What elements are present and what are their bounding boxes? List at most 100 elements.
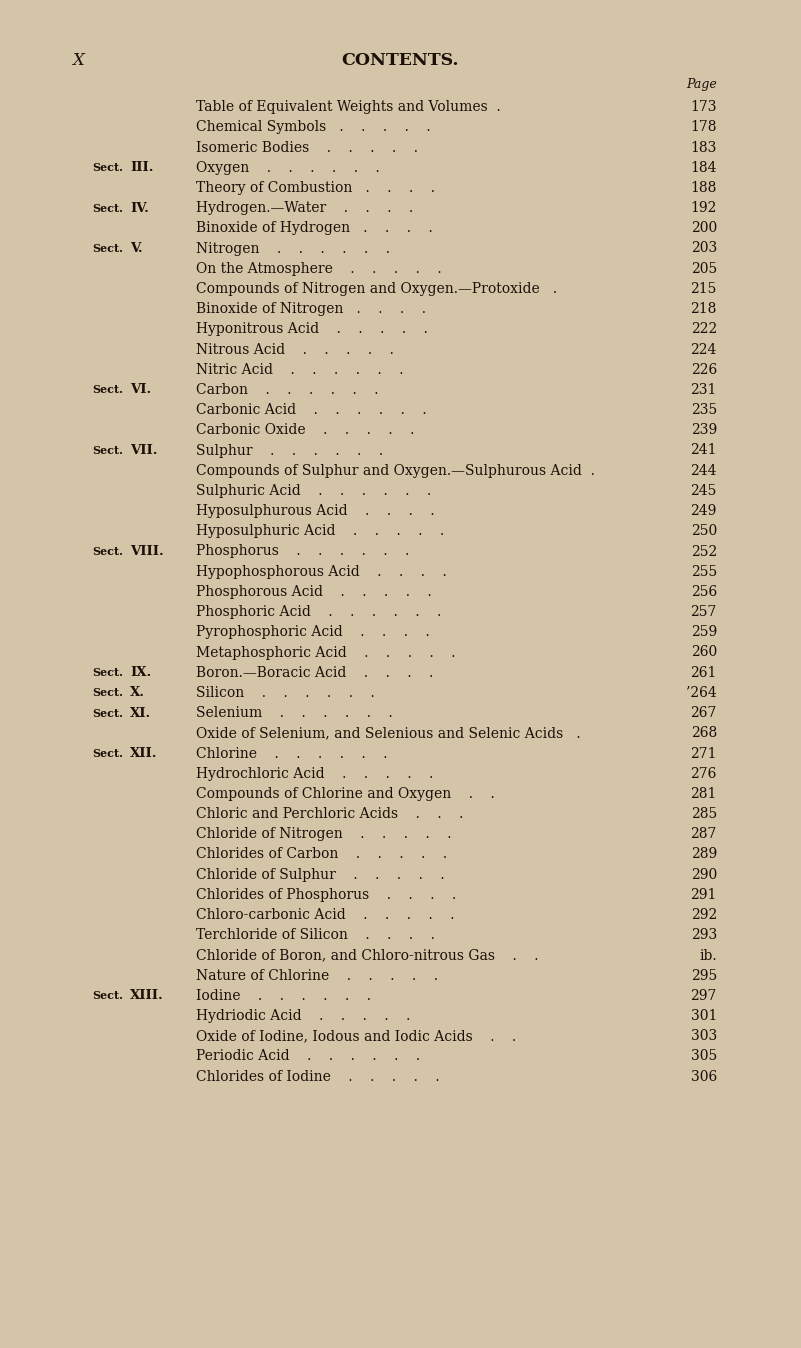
Text: Hydrogen.—Water    .    .    .    .: Hydrogen.—Water . . . . <box>196 201 413 216</box>
Text: Compounds of Chlorine and Oxygen    .    .: Compounds of Chlorine and Oxygen . . <box>196 787 495 801</box>
Text: Hydrochloric Acid    .    .    .    .    .: Hydrochloric Acid . . . . . <box>196 767 433 780</box>
Text: Nitric Acid    .    .    .    .    .    .: Nitric Acid . . . . . . <box>196 363 404 376</box>
Text: Sulphur    .    .    .    .    .    .: Sulphur . . . . . . <box>196 443 384 457</box>
Text: 290: 290 <box>690 868 717 882</box>
Text: X.: X. <box>130 686 145 700</box>
Text: 259: 259 <box>690 625 717 639</box>
Text: Oxygen    .    .    .    .    .    .: Oxygen . . . . . . <box>196 160 380 175</box>
Text: 293: 293 <box>690 929 717 942</box>
Text: 271: 271 <box>690 747 717 760</box>
Text: Pyrophosphoric Acid    .    .    .    .: Pyrophosphoric Acid . . . . <box>196 625 430 639</box>
Text: 188: 188 <box>690 181 717 195</box>
Text: 301: 301 <box>690 1010 717 1023</box>
Text: Terchloride of Silicon    .    .    .    .: Terchloride of Silicon . . . . <box>196 929 435 942</box>
Text: Theory of Combustion   .    .    .    .: Theory of Combustion . . . . <box>196 181 435 195</box>
Text: Hyponitrous Acid    .    .    .    .    .: Hyponitrous Acid . . . . . <box>196 322 428 336</box>
Text: Sect.: Sect. <box>92 202 123 213</box>
Text: IV.: IV. <box>130 202 149 214</box>
Text: 239: 239 <box>690 423 717 437</box>
Text: 281: 281 <box>690 787 717 801</box>
Text: 184: 184 <box>690 160 717 175</box>
Text: Chlorine    .    .    .    .    .    .: Chlorine . . . . . . <box>196 747 388 760</box>
Text: 267: 267 <box>690 706 717 720</box>
Text: Chloride of Sulphur    .    .    .    .    .: Chloride of Sulphur . . . . . <box>196 868 445 882</box>
Text: V.: V. <box>130 243 143 255</box>
Text: XI.: XI. <box>130 706 151 720</box>
Text: Hypophosphorous Acid    .    .    .    .: Hypophosphorous Acid . . . . <box>196 565 447 578</box>
Text: Metaphosphoric Acid    .    .    .    .    .: Metaphosphoric Acid . . . . . <box>196 646 456 659</box>
Text: 257: 257 <box>690 605 717 619</box>
Text: 306: 306 <box>690 1070 717 1084</box>
Text: Sect.: Sect. <box>92 708 123 718</box>
Text: Sect.: Sect. <box>92 445 123 456</box>
Text: 245: 245 <box>690 484 717 497</box>
Text: Chlorides of Phosphorus    .    .    .    .: Chlorides of Phosphorus . . . . <box>196 888 457 902</box>
Text: Page: Page <box>686 78 717 92</box>
Text: Phosphorous Acid    .    .    .    .    .: Phosphorous Acid . . . . . <box>196 585 432 599</box>
Text: 260: 260 <box>690 646 717 659</box>
Text: Phosphoric Acid    .    .    .    .    .    .: Phosphoric Acid . . . . . . <box>196 605 441 619</box>
Text: Table of Equivalent Weights and Volumes  .: Table of Equivalent Weights and Volumes … <box>196 100 501 115</box>
Text: Carbonic Oxide    .    .    .    .    .: Carbonic Oxide . . . . . <box>196 423 415 437</box>
Text: X: X <box>72 53 84 69</box>
Text: Sect.: Sect. <box>92 991 123 1002</box>
Text: Sect.: Sect. <box>92 546 123 557</box>
Text: 235: 235 <box>690 403 717 417</box>
Text: 291: 291 <box>690 888 717 902</box>
Text: Oxide of Selenium, and Selenious and Selenic Acids   .: Oxide of Selenium, and Selenious and Sel… <box>196 727 581 740</box>
Text: Chemical Symbols   .    .    .    .    .: Chemical Symbols . . . . . <box>196 120 431 135</box>
Text: 203: 203 <box>690 241 717 256</box>
Text: 255: 255 <box>690 565 717 578</box>
Text: Nature of Chlorine    .    .    .    .    .: Nature of Chlorine . . . . . <box>196 969 438 983</box>
Text: Chloride of Nitrogen    .    .    .    .    .: Chloride of Nitrogen . . . . . <box>196 828 452 841</box>
Text: 222: 222 <box>690 322 717 336</box>
Text: VII.: VII. <box>130 443 158 457</box>
Text: Nitrous Acid    .    .    .    .    .: Nitrous Acid . . . . . <box>196 342 394 356</box>
Text: 178: 178 <box>690 120 717 135</box>
Text: Periodic Acid    .    .    .    .    .    .: Periodic Acid . . . . . . <box>196 1050 421 1064</box>
Text: Chloro-carbonic Acid    .    .    .    .    .: Chloro-carbonic Acid . . . . . <box>196 909 455 922</box>
Text: Sulphuric Acid    .    .    .    .    .    .: Sulphuric Acid . . . . . . <box>196 484 432 497</box>
Text: Phosphorus    .    .    .    .    .    .: Phosphorus . . . . . . <box>196 545 409 558</box>
Text: 205: 205 <box>690 262 717 276</box>
Text: Hyposulphurous Acid    .    .    .    .: Hyposulphurous Acid . . . . <box>196 504 435 518</box>
Text: Silicon    .    .    .    .    .    .: Silicon . . . . . . <box>196 686 375 700</box>
Text: 226: 226 <box>690 363 717 376</box>
Text: 183: 183 <box>690 140 717 155</box>
Text: 224: 224 <box>690 342 717 356</box>
Text: VIII.: VIII. <box>130 545 164 558</box>
Text: Chloride of Boron, and Chloro-nitrous Gas    .    .: Chloride of Boron, and Chloro-nitrous Ga… <box>196 949 539 962</box>
Text: Binoxide of Hydrogen   .    .    .    .: Binoxide of Hydrogen . . . . <box>196 221 433 236</box>
Text: IX.: IX. <box>130 666 151 679</box>
Text: Sect.: Sect. <box>92 162 123 173</box>
Text: Sect.: Sect. <box>92 748 123 759</box>
Text: 268: 268 <box>690 727 717 740</box>
Text: 261: 261 <box>690 666 717 679</box>
Text: 303: 303 <box>690 1030 717 1043</box>
Text: ib.: ib. <box>699 949 717 962</box>
Text: Hyposulphuric Acid    .    .    .    .    .: Hyposulphuric Acid . . . . . <box>196 524 445 538</box>
Text: 276: 276 <box>690 767 717 780</box>
Text: Carbonic Acid    .    .    .    .    .    .: Carbonic Acid . . . . . . <box>196 403 427 417</box>
Text: 200: 200 <box>690 221 717 236</box>
Text: 173: 173 <box>690 100 717 115</box>
Text: Carbon    .    .    .    .    .    .: Carbon . . . . . . <box>196 383 379 396</box>
Text: ’264: ’264 <box>686 686 717 700</box>
Text: Isomeric Bodies    .    .    .    .    .: Isomeric Bodies . . . . . <box>196 140 418 155</box>
Text: Hydriodic Acid    .    .    .    .    .: Hydriodic Acid . . . . . <box>196 1010 411 1023</box>
Text: 292: 292 <box>690 909 717 922</box>
Text: Nitrogen    .    .    .    .    .    .: Nitrogen . . . . . . <box>196 241 390 256</box>
Text: Compounds of Sulphur and Oxygen.—Sulphurous Acid  .: Compounds of Sulphur and Oxygen.—Sulphur… <box>196 464 595 477</box>
Text: 231: 231 <box>690 383 717 396</box>
Text: 192: 192 <box>690 201 717 216</box>
Text: 215: 215 <box>690 282 717 297</box>
Text: 249: 249 <box>690 504 717 518</box>
Text: 287: 287 <box>690 828 717 841</box>
Text: Selenium    .    .    .    .    .    .: Selenium . . . . . . <box>196 706 393 720</box>
Text: 241: 241 <box>690 443 717 457</box>
Text: Chlorides of Carbon    .    .    .    .    .: Chlorides of Carbon . . . . . <box>196 848 448 861</box>
Text: 289: 289 <box>690 848 717 861</box>
Text: XII.: XII. <box>130 747 158 760</box>
Text: 244: 244 <box>690 464 717 477</box>
Text: On the Atmosphere    .    .    .    .    .: On the Atmosphere . . . . . <box>196 262 442 276</box>
